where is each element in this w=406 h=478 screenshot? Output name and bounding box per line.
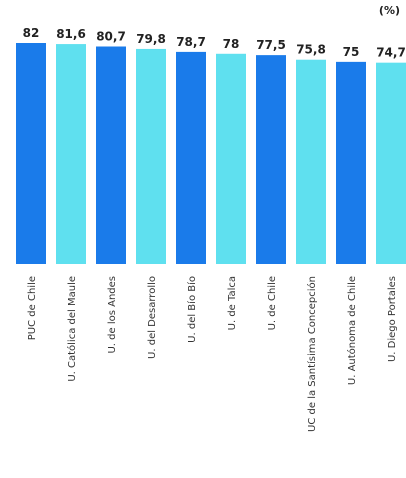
- unit-label: (%): [378, 4, 400, 17]
- value-label-2: 81,6: [56, 27, 86, 41]
- category-label-2: U. Católica del Maule: [66, 276, 78, 382]
- bar-5: [176, 51, 206, 264]
- value-label-3: 80,7: [96, 30, 126, 44]
- value-label-9: 75: [343, 45, 360, 59]
- value-label-8: 75,8: [296, 43, 326, 57]
- value-label-6: 78: [223, 37, 240, 51]
- value-label-4: 79,8: [136, 32, 166, 46]
- value-label-10: 74,7: [376, 46, 406, 60]
- bar-7: [256, 55, 286, 264]
- category-label-9: U. Autónoma de Chile: [346, 276, 358, 385]
- category-label-10: U. Diego Portales: [387, 276, 398, 362]
- category-label-4: U. del Desarrollo: [147, 276, 158, 359]
- category-label-3: U. de los Andes: [107, 276, 118, 354]
- category-label-7: U. de Chile: [267, 276, 278, 330]
- bar-8: [296, 59, 326, 265]
- value-label-5: 78,7: [176, 35, 206, 49]
- bar-4: [136, 48, 166, 265]
- category-label-8: UC de la Santísima Concepción: [306, 276, 318, 432]
- bar-9: [336, 61, 366, 265]
- bar-2: [56, 44, 86, 264]
- bar-3: [96, 46, 126, 264]
- value-label-1: 82: [23, 26, 40, 40]
- bar-1: [16, 43, 46, 264]
- value-label-7: 77,5: [256, 38, 286, 52]
- bar-10: [376, 62, 406, 264]
- category-label-6: U. de Talca: [227, 276, 238, 330]
- bar-6: [216, 53, 246, 264]
- category-label-5: U. del Bío Bío: [186, 276, 198, 343]
- category-label-1: PUC de Chile: [27, 276, 38, 340]
